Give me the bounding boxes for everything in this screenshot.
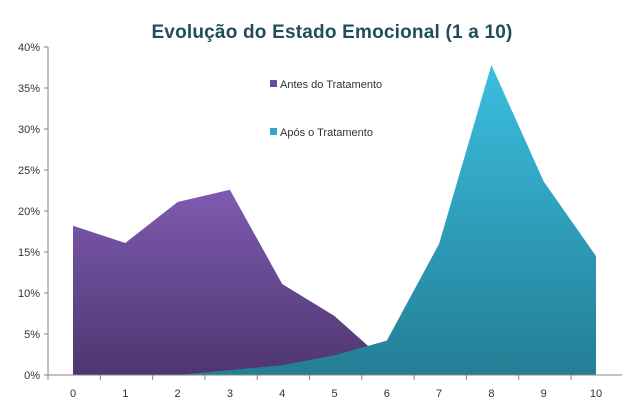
y-tick-label: 5% [24,329,40,341]
y-tick-label: 20% [18,206,40,218]
areas-layer [73,65,596,375]
y-tick-label: 0% [24,370,40,382]
x-tick-label: 1 [122,388,128,400]
y-tick-label: 35% [18,83,40,95]
x-tick-label: 6 [384,388,390,400]
legend-label-1: Após o Tratamento [280,127,373,139]
legend-swatch-0 [270,80,277,87]
area-series-0 [73,189,387,375]
legend-label-0: Antes do Tratamento [280,79,382,91]
y-tick-label: 15% [18,247,40,259]
area-series-1 [177,65,596,375]
x-tick-label: 2 [175,388,181,400]
axes-layer: 0% 5% 10% 15% 20% 25% 30% 35% 40% 0 1 2 3 4 5 6 7 8 9 10 [18,42,622,400]
y-tick-label: 25% [18,165,40,177]
legend-swatch-1 [270,128,277,135]
y-tick-label: 30% [18,124,40,136]
x-tick-label: 4 [279,388,285,400]
y-tick-label: 10% [18,288,40,300]
x-tick-label: 5 [331,388,337,400]
x-tick-label: 7 [436,388,442,400]
y-tick-label: 40% [18,42,40,54]
x-tick-label: 8 [488,388,494,400]
x-tick-label: 3 [227,388,233,400]
x-tick-label: 0 [70,388,76,400]
chart-title: Evolução do Estado Emocional (1 a 10) [151,22,513,43]
x-tick-label: 10 [590,388,602,400]
legend: Antes do Tratamento Após o Tratamento [270,79,382,139]
x-tick-label: 9 [541,388,547,400]
